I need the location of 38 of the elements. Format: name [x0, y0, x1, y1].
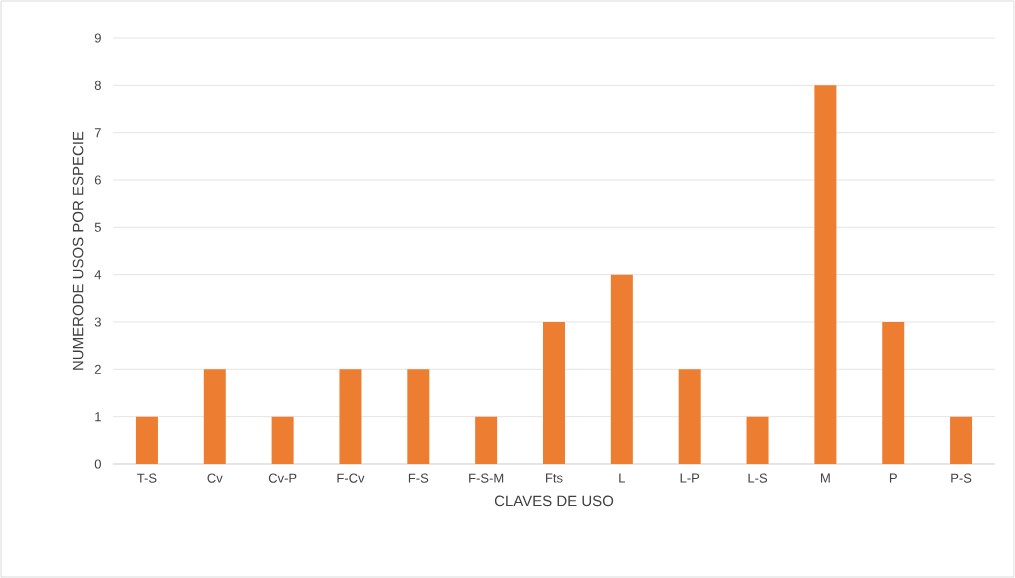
bar [339, 369, 362, 464]
bar [271, 416, 294, 464]
y-tick-label: 6 [94, 175, 101, 185]
y-tick-label: 4 [94, 270, 102, 280]
x-tick-label: P [889, 473, 897, 483]
bar [543, 321, 565, 464]
y-tick-label: 2 [94, 364, 101, 374]
x-axis-title: CLAVES DE USO [494, 495, 614, 507]
x-tick-label: M [821, 473, 830, 483]
bar [135, 416, 158, 464]
y-tick-label: 5 [94, 222, 101, 232]
x-tick-label: F-Cv [337, 473, 365, 483]
bar [203, 369, 226, 464]
y-tick-label: 8 [94, 80, 101, 90]
x-tick-label: L [619, 473, 626, 483]
bar [610, 274, 633, 464]
bar [475, 416, 498, 464]
x-tick-label: T-S [137, 473, 157, 483]
x-tick-label: Cv [207, 473, 223, 483]
x-tick-label: P-S [951, 473, 972, 483]
bar [407, 369, 430, 464]
y-tick-label: 7 [94, 128, 101, 138]
x-tick-label: Cv-P [268, 473, 297, 483]
y-tick-label: 9 [94, 33, 101, 43]
bar [950, 416, 973, 464]
bar [746, 416, 769, 464]
bar [678, 369, 701, 464]
y-tick-label: 0 [94, 459, 101, 469]
y-tick-label: 1 [95, 412, 101, 422]
x-tick-label: F-S [408, 473, 429, 483]
y-tick-label: 3 [94, 317, 101, 327]
bar [814, 85, 837, 464]
y-axis-title: NUMERODE USOS POR ESPECIE [72, 131, 84, 370]
x-tick-label: L-P [680, 473, 700, 483]
x-tick-label: Fts [546, 473, 563, 483]
bar [882, 321, 905, 464]
x-tick-label: L-S [748, 473, 768, 483]
x-tick-label: F-S-M [469, 473, 504, 483]
